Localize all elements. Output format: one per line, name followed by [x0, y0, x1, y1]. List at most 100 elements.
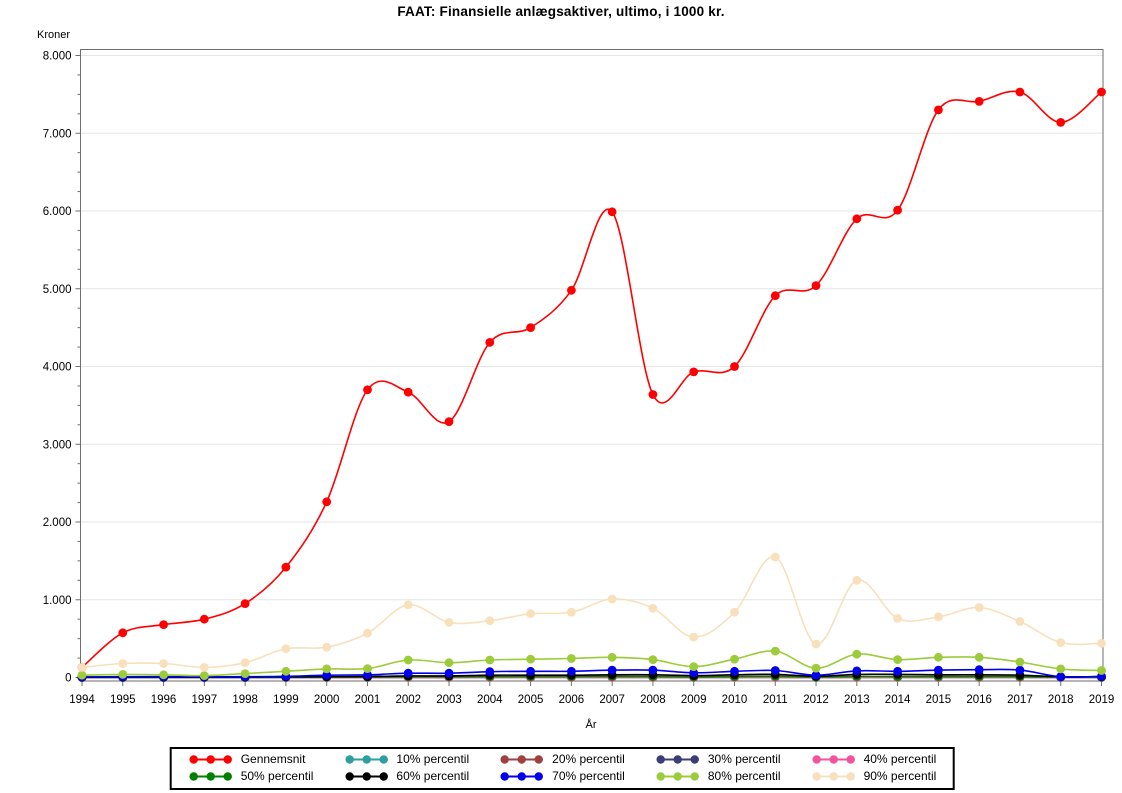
data-point-marker — [567, 666, 576, 676]
data-point-marker — [934, 665, 943, 675]
x-tick-label: 2006 — [559, 694, 585, 706]
data-point-marker — [403, 600, 413, 610]
data-point-marker — [852, 649, 862, 659]
x-tick-label: 2013 — [844, 694, 870, 706]
data-point-marker — [118, 670, 128, 679]
y-tick-label: 5.000 — [43, 284, 72, 296]
data-point-marker — [567, 654, 576, 663]
legend-item-60-percentil: 60% percentil — [343, 768, 469, 785]
legend-label: 30% percentil — [707, 752, 781, 766]
data-point-marker — [444, 658, 454, 668]
x-tick-label: 2016 — [966, 694, 992, 706]
data-point-marker — [444, 668, 454, 678]
x-tick-label: 2002 — [395, 694, 421, 706]
x-tick-label: 2000 — [314, 694, 340, 706]
legend-label: Gennemsnit — [240, 752, 306, 766]
data-point-marker — [444, 617, 454, 627]
x-tick-label: 2007 — [599, 694, 625, 706]
y-tick-label: 7.000 — [43, 128, 72, 140]
data-point-marker — [852, 666, 862, 676]
data-point-marker — [526, 666, 535, 676]
data-point-marker — [770, 291, 780, 301]
x-tick-label: 2015 — [926, 694, 952, 706]
data-point-marker — [1015, 657, 1025, 667]
data-point-marker — [689, 668, 699, 678]
data-point-marker — [770, 552, 780, 562]
data-point-marker — [730, 666, 739, 676]
data-point-marker — [363, 670, 372, 680]
data-point-marker — [159, 620, 169, 629]
data-point-marker — [240, 599, 250, 608]
data-point-marker — [363, 628, 372, 638]
y-tick-label: 2.000 — [43, 517, 72, 529]
data-point-marker — [648, 665, 658, 675]
legend-label: 40% percentil — [863, 752, 937, 766]
legend-item-70-percentil: 70% percentil — [499, 768, 625, 785]
x-axis-title: År — [585, 719, 597, 731]
x-tick-label: 1998 — [232, 694, 258, 706]
data-point-marker — [485, 655, 495, 665]
legend-swatch-icon — [500, 755, 544, 764]
x-tick-label: 2011 — [763, 694, 788, 706]
data-point-marker — [607, 652, 617, 662]
data-point-marker — [770, 646, 780, 656]
data-point-marker — [403, 668, 413, 678]
data-point-marker — [648, 655, 658, 664]
x-tick-label: 2017 — [1007, 694, 1033, 706]
y-tick-label: 6.000 — [43, 206, 72, 218]
legend-swatch-icon — [189, 772, 232, 781]
data-point-marker — [199, 663, 209, 672]
data-point-marker — [322, 670, 332, 680]
data-point-marker — [770, 666, 780, 675]
legend-item-40-percentil: 40% percentil — [811, 751, 937, 768]
data-point-marker — [77, 670, 87, 680]
data-point-marker — [159, 670, 169, 680]
x-tick-label: 2005 — [518, 694, 544, 706]
legend-label: 80% percentil — [707, 769, 781, 783]
data-point-marker — [1015, 665, 1025, 675]
data-point-marker — [77, 663, 87, 672]
data-point-marker — [607, 665, 617, 675]
data-point-marker — [1097, 87, 1106, 97]
y-tick-label: 0 — [65, 673, 71, 685]
data-point-marker — [444, 417, 454, 427]
x-tick-label: 2001 — [355, 694, 381, 706]
data-point-marker — [893, 655, 902, 664]
data-point-marker — [974, 665, 984, 675]
y-tick-label: 1.000 — [43, 595, 72, 607]
data-point-marker — [811, 639, 821, 649]
data-point-marker — [485, 616, 495, 626]
x-tick-label: 2009 — [681, 694, 707, 706]
legend-label: 10% percentil — [396, 752, 470, 766]
data-point-marker — [1015, 617, 1025, 626]
data-point-marker — [281, 562, 291, 572]
legend-item-30-percentil: 30% percentil — [655, 751, 781, 768]
data-point-marker — [607, 594, 617, 604]
x-tick-label: 2004 — [477, 694, 503, 706]
legend: Gennemsnit 10% percentil 20% percentil 30% … — [169, 747, 955, 790]
data-point-marker — [199, 671, 209, 680]
data-point-marker — [1056, 638, 1066, 647]
chart-title: FAAT: Finansielle anlægsaktiver, ultimo,… — [397, 4, 725, 19]
series-line — [81, 556, 1102, 669]
data-point-marker — [567, 607, 576, 617]
legend-swatch-icon — [656, 772, 700, 781]
legend-label: 50% percentil — [240, 769, 314, 783]
data-point-marker — [526, 654, 535, 664]
data-point-marker — [281, 644, 291, 654]
data-point-marker — [322, 664, 332, 674]
data-point-marker — [974, 97, 984, 106]
data-point-marker — [526, 609, 535, 619]
legend-swatch-icon — [500, 772, 544, 781]
x-tick-label: 1994 — [69, 694, 95, 706]
data-point-marker — [934, 612, 943, 622]
y-tick-label: 4.000 — [43, 362, 72, 374]
legend-label: 60% percentil — [396, 769, 470, 783]
data-point-marker — [1015, 87, 1025, 97]
data-point-marker — [893, 205, 902, 215]
data-point-marker — [974, 603, 984, 612]
series-70-percentil — [77, 665, 1106, 682]
data-point-marker — [730, 654, 739, 664]
data-point-marker — [1056, 664, 1066, 674]
